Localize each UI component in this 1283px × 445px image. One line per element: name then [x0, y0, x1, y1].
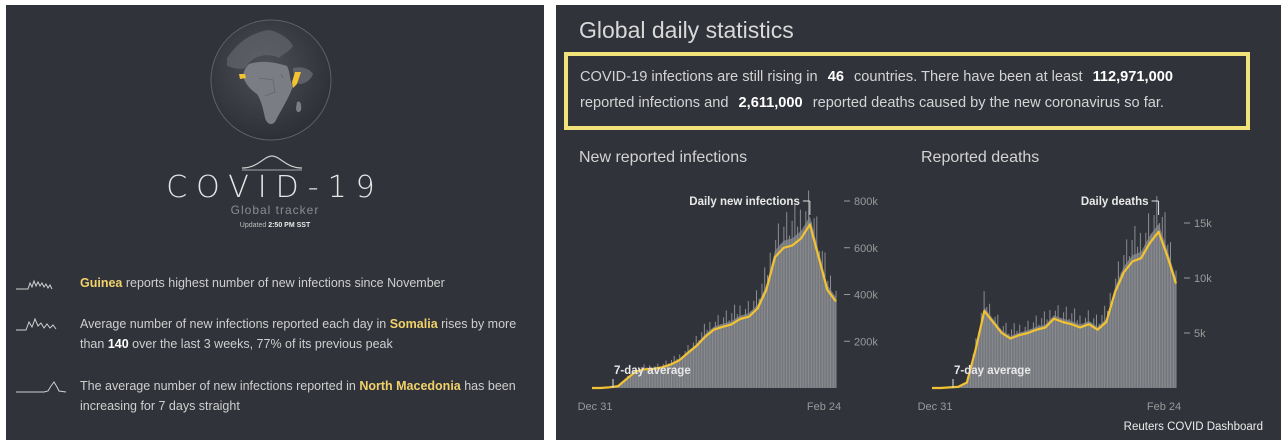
y-tick-label: 5k	[1194, 328, 1206, 340]
sparkline-icon	[16, 279, 53, 290]
news-text: has been increasing for 7 days straight	[80, 379, 516, 413]
news-item[interactable]: Guinea reports highest number of new inf…	[14, 273, 539, 293]
updated-time: 2:50 PM SST	[268, 222, 311, 229]
daily-label: Daily deaths	[1081, 196, 1149, 208]
daily-bars-area	[592, 216, 836, 388]
y-tick-label: 600k	[854, 243, 878, 255]
y-tick-label: 200k	[854, 336, 878, 348]
tracker-subtitle: Global tracker	[230, 203, 320, 217]
infections-chart-title: New reported infections	[579, 149, 748, 166]
news-item[interactable]: Average number of new infections reporte…	[14, 314, 539, 354]
y-tick-label: 10k	[1194, 273, 1212, 285]
daily-stats-panel: Global daily statistics COVID-19 infecti…	[556, 5, 1281, 440]
summary-text: countries. There have been at least	[854, 69, 1083, 85]
deaths-chart-title: Reported deaths	[921, 149, 1040, 166]
source-credit: Reuters COVID Dashboard	[1123, 421, 1263, 433]
x-tick-label: Feb 24	[1147, 401, 1181, 413]
news-text: Average number of new infections reporte…	[80, 317, 387, 331]
summary-text: reported infections and	[580, 95, 729, 111]
countries-count: 46	[827, 69, 844, 85]
y-tick-label: 400k	[854, 290, 878, 302]
average-line	[932, 230, 1178, 390]
globe-icon	[210, 19, 332, 141]
panel-title: Global daily statistics	[579, 17, 794, 43]
tracker-logo-title: COVID-19	[166, 170, 384, 205]
tracker-panel: COVID-19 Global tracker Updated 2:50 PM …	[6, 5, 544, 440]
x-tick-label: Feb 24	[807, 401, 841, 413]
average-line	[592, 223, 837, 390]
y-tick-label: 15k	[1194, 218, 1212, 230]
avg-label: 7-day average	[614, 365, 691, 377]
total-deaths: 2,611,000	[738, 95, 803, 111]
news-text: over the last 3 weeks, 77% of its previo…	[132, 337, 393, 351]
updated-label: Updated	[239, 222, 267, 229]
total-infections: 112,971,000	[1092, 69, 1173, 85]
avg-label: 7-day average	[954, 365, 1031, 377]
news-country: Guinea	[80, 276, 123, 290]
y-tick-label: 800k	[854, 196, 878, 208]
news-country: North Macedonia	[359, 379, 461, 393]
sparkline-icon	[16, 317, 57, 331]
daily-bars-area	[932, 224, 1176, 388]
infections-chart: 200k 400k 600k 800k 7-day average Daily new i…	[578, 190, 878, 413]
news-text: reports highest number of new infections…	[125, 276, 445, 290]
summary-text: reported deaths caused by the new corona…	[812, 95, 1164, 111]
summary-text: COVID-19 infections are still rising in	[580, 69, 818, 85]
news-text: The average number of new infections rep…	[80, 379, 356, 393]
sparkline-icon	[16, 381, 67, 393]
updated-timestamp: Updated 2:50 PM SST	[6, 222, 544, 229]
news-country: Somalia	[389, 317, 438, 331]
daily-label: Daily new infections	[689, 196, 800, 208]
curve-logo-icon	[241, 155, 303, 171]
deaths-chart: 5k 10k 15k 7-day average Daily deaths Dec 31 F…	[918, 196, 1212, 413]
x-tick-label: Dec 31	[578, 401, 612, 413]
news-item[interactable]: The average number of new infections rep…	[14, 376, 539, 416]
x-tick-label: Dec 31	[918, 401, 952, 413]
summary-box: COVID-19 infections are still rising in …	[564, 52, 1250, 130]
news-number: 140	[107, 337, 129, 351]
news-text: rises by more than	[80, 317, 517, 351]
